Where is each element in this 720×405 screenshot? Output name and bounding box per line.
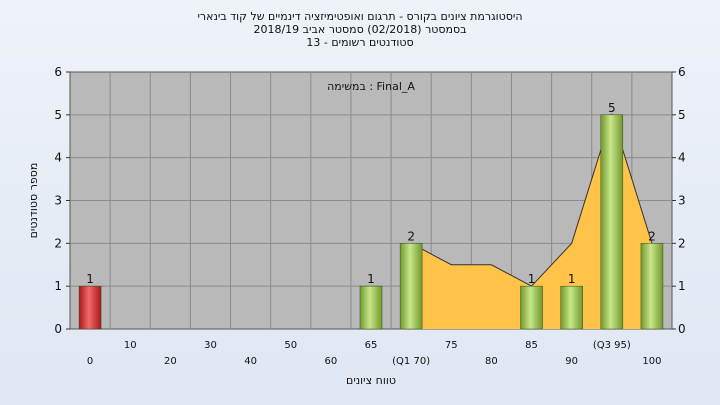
grade-area-series (411, 114, 652, 329)
y-tick-label-right: 6 (678, 65, 686, 79)
y-tick-label-left: 1 (54, 279, 62, 293)
y-tick-label-right: 2 (678, 236, 686, 250)
x-tick-label: 50 (284, 340, 297, 351)
bar-value-label: 2 (407, 229, 415, 243)
y-axis-title: מספר סטודנטים (27, 163, 40, 239)
x-tick-label: 0 (87, 356, 93, 367)
y-tick-label-right: 1 (678, 279, 686, 293)
x-tick-label: 10 (124, 340, 137, 351)
bar-0 (78, 285, 102, 330)
bar-100 (640, 243, 664, 330)
bar-value-label: 5 (608, 101, 616, 115)
y-tick-label-left: 6 (54, 65, 62, 79)
y-tick-label-left: 5 (54, 108, 62, 122)
exam-annotation: במשימה : Final_A (327, 80, 415, 93)
x-tick-label: 60 (324, 356, 337, 367)
bar-85 (520, 285, 543, 330)
x-tick-label: 80 (485, 356, 498, 367)
x-tick-label: 20 (164, 356, 177, 367)
x-tick-label: (Q3 95) (593, 340, 631, 351)
y-tick-label-right: 5 (678, 108, 686, 122)
enrolled-count: סטודנטים רשומים - 13 (306, 36, 414, 49)
y-tick-label-right: 4 (678, 151, 686, 165)
x-tick-label: 90 (565, 356, 578, 367)
x-tick-label: 100 (642, 356, 661, 367)
y-tick-label-right: 0 (678, 322, 686, 336)
x-axis-title: טווח ציונים (346, 374, 396, 387)
y-tick-label-left: 0 (54, 322, 62, 336)
bar-value-label: 1 (367, 272, 375, 286)
bar-90 (560, 285, 583, 330)
x-tick-label: 85 (525, 340, 538, 351)
y-tick-label-right: 3 (678, 194, 686, 208)
bar-value-label: 1 (528, 272, 536, 286)
x-tick-label: 40 (244, 356, 257, 367)
bar-65 (359, 285, 383, 330)
y-tick-label-left: 2 (54, 236, 62, 250)
x-tick-label: (Q1 70) (392, 356, 430, 367)
bar-value-label: 1 (568, 272, 576, 286)
chart-title: היסטוגרמת ציונים בקורס - תרגום ואופטימיז… (197, 10, 523, 23)
bar-value-label: 1 (86, 272, 94, 286)
x-tick-label: 30 (204, 340, 217, 351)
bar-Q395 (600, 114, 624, 330)
y-tick-label-left: 4 (54, 151, 62, 165)
bar-value-label: 2 (648, 229, 656, 243)
chart-subtitle: בסמסטר (02/2018) סמסטר אביב 2018/19 (253, 23, 467, 36)
x-tick-label: 65 (365, 340, 378, 351)
y-tick-label-left: 3 (54, 194, 62, 208)
bar-Q170 (399, 243, 423, 330)
x-tick-label: 75 (445, 340, 458, 351)
